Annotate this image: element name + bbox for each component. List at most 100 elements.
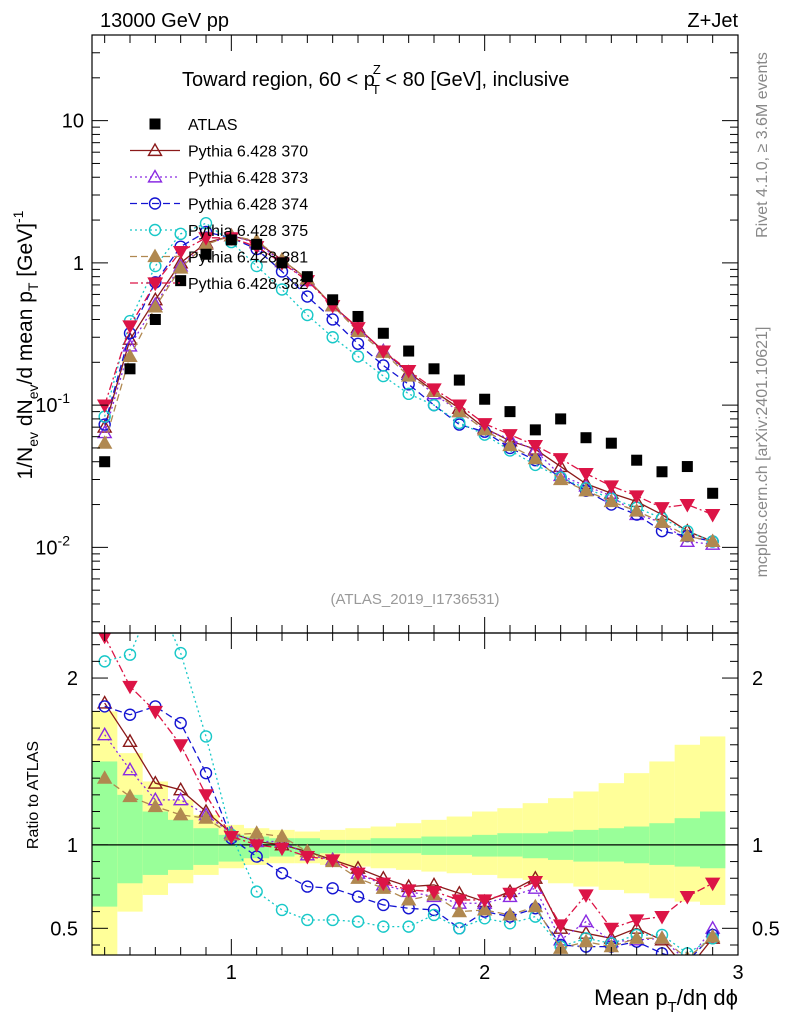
inner-band-bin [193, 828, 219, 865]
series-point [326, 331, 339, 344]
series-point [172, 260, 189, 274]
ratio-point [377, 898, 390, 912]
series-point [326, 313, 339, 326]
atlas-data-point [149, 313, 161, 325]
ratio-point [274, 842, 290, 857]
series-point [679, 528, 696, 542]
legend-marker [147, 142, 163, 157]
ratio-point [324, 854, 341, 868]
main-series-group [96, 217, 721, 550]
atlas-data-point [479, 393, 491, 405]
ratio-point [123, 708, 137, 721]
series-point [654, 502, 670, 516]
ratio-point [172, 791, 189, 806]
ratio-frame [91, 632, 739, 956]
y-tick-exponent: -1 [58, 390, 71, 406]
series-point [172, 246, 189, 260]
y-tick-label: 1 [73, 253, 84, 275]
series-point [402, 387, 415, 401]
atlas-data-point [175, 275, 187, 287]
series-point [122, 348, 138, 362]
atlas-data-point [301, 271, 313, 283]
ratio-tick-label: 2 [67, 668, 78, 690]
ratio-point [654, 930, 670, 944]
ratio-point [147, 798, 164, 813]
atlas-data-point [403, 345, 415, 357]
atlas-data-point [377, 327, 389, 339]
ratio-point [552, 919, 569, 933]
inner-band-bin [345, 839, 371, 854]
series-point [400, 364, 417, 379]
ratio-point [400, 884, 417, 898]
series-point [654, 514, 670, 528]
series-point [603, 480, 620, 494]
atlas-data-point [453, 374, 465, 386]
side-label-rivet: Rivet 4.1.0, ≥ 3.6M events [754, 52, 771, 238]
inner-band-bin [117, 794, 143, 884]
atlas-data-point [681, 461, 693, 473]
series-point [122, 320, 138, 334]
header-right-label: Z+Jet [687, 10, 738, 32]
series-point [174, 227, 187, 241]
ratio-point [400, 892, 417, 906]
inner-band-bin [573, 829, 599, 862]
series-point [426, 383, 442, 397]
ratio-point [704, 928, 721, 943]
atlas-data-point [200, 248, 212, 260]
ratio-point [98, 700, 111, 713]
ratio-tick-label-right: 0.5 [752, 918, 780, 940]
ratio-point [427, 908, 441, 922]
series-point [578, 482, 594, 497]
series-point [603, 493, 620, 508]
series-point [350, 322, 366, 336]
analysis-id-label: (ATLAS_2019_I1736531) [330, 591, 499, 608]
ratio-point [351, 915, 365, 928]
ratio-point [578, 933, 594, 948]
ratio-tick-label: 0.5 [50, 918, 78, 940]
inner-band-bin [421, 836, 447, 855]
ratio-point [122, 761, 138, 776]
ratio-series-group [96, 633, 721, 955]
inner-band-bin [142, 811, 168, 875]
x-tick-label: 3 [732, 962, 743, 984]
series-point [527, 450, 544, 465]
ratio-line-4 [104, 633, 713, 955]
inner-band-bin [320, 839, 346, 854]
ratio-point [451, 903, 468, 918]
ratio-y-axis-label: Ratio to ATLAS [25, 741, 42, 849]
series-point [250, 259, 263, 273]
ratio-point [275, 867, 289, 880]
legend: ATLAS Pythia 6.428 370 Pythia 6.428 373 Pyt… [130, 117, 308, 293]
ratio-point [199, 730, 213, 743]
inner-band-bin [548, 831, 574, 860]
ratio-point [402, 920, 415, 933]
series-point [527, 439, 544, 454]
series-point [704, 509, 721, 523]
series-point [149, 259, 162, 273]
inner-band-bin [92, 761, 118, 907]
x-tick-label: 1 [226, 962, 237, 984]
atlas-data-point [99, 456, 111, 468]
ratio-point [198, 810, 214, 824]
y-tick-exponent: -2 [58, 532, 71, 548]
series-point [502, 429, 518, 443]
series-point [351, 350, 365, 363]
series-point [301, 290, 314, 303]
inner-band-bin [446, 836, 472, 855]
ratio-point [628, 914, 645, 928]
series-point [377, 359, 390, 372]
ratio-point [174, 646, 187, 660]
ratio-point [250, 885, 263, 898]
series-point [199, 217, 213, 230]
legend-label: Pythia 6.428 374 [188, 197, 308, 214]
series-point [351, 337, 365, 350]
ratio-point [350, 867, 366, 882]
ratio-point [147, 705, 164, 720]
ratio-tick-label-right: 1 [752, 835, 763, 857]
ratio-point [476, 902, 493, 916]
uncertainty-bands [92, 711, 738, 955]
inner-band-bin [522, 833, 548, 859]
ratio-point [248, 825, 265, 839]
atlas-data-point [580, 432, 592, 444]
atlas-data-point [504, 406, 516, 418]
